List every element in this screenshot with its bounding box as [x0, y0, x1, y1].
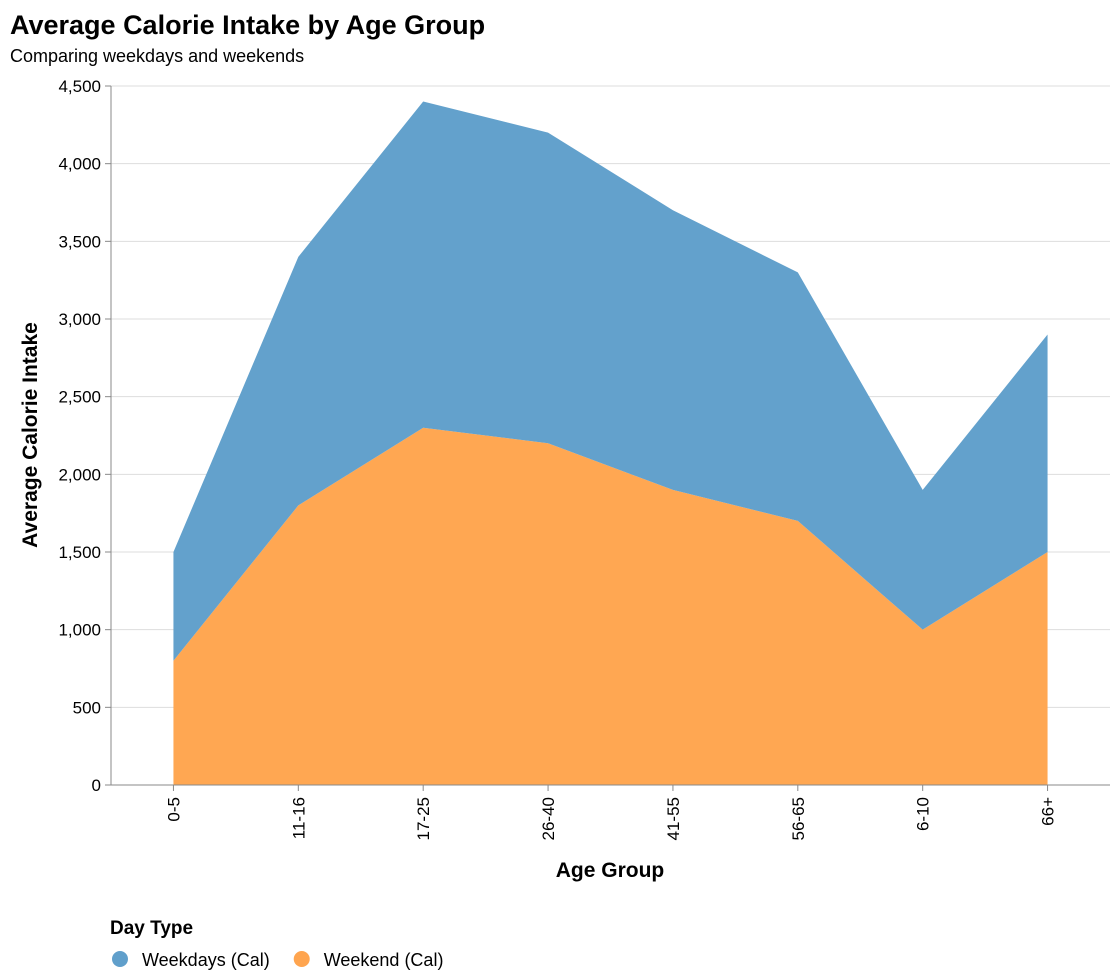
y-tick-label: 1,000 — [58, 621, 101, 640]
y-tick-label: 2,500 — [58, 388, 101, 407]
legend-swatch — [112, 951, 128, 967]
x-tick-label: 0-5 — [164, 797, 183, 822]
y-tick-label: 4,000 — [58, 155, 101, 174]
legend-title: Day Type — [110, 918, 193, 939]
x-tick-label: 56-65 — [789, 797, 808, 840]
legend-label: Weekend (Cal) — [324, 950, 444, 970]
y-tick-label: 0 — [92, 776, 101, 795]
y-tick-label: 2,000 — [58, 465, 101, 484]
legend-label: Weekdays (Cal) — [142, 950, 270, 970]
area-series-layer — [173, 101, 1048, 785]
x-tick-label: 11-16 — [289, 797, 308, 839]
y-tick-label: 4,500 — [58, 77, 101, 96]
x-tick-label: 41-55 — [664, 797, 683, 840]
y-tick-label: 500 — [73, 698, 101, 717]
legend: Day Type Weekdays (Cal) Weekend (Cal) — [110, 918, 443, 970]
x-tick-label: 6-10 — [914, 797, 933, 831]
x-tick-label: 17-25 — [414, 797, 433, 840]
x-tick-label: 66+ — [1039, 797, 1058, 826]
y-axis-title: Average Calorie Intake — [19, 322, 42, 548]
x-tick-label: 26-40 — [539, 797, 558, 840]
y-tick-label: 3,000 — [58, 310, 101, 329]
y-tick-label: 3,500 — [58, 232, 101, 251]
chart-subtitle: Comparing weekdays and weekends — [10, 46, 304, 66]
area-weekdays-cal — [173, 101, 1048, 661]
legend-entries: Weekdays (Cal) Weekend (Cal) — [112, 950, 443, 970]
legend-swatch — [293, 951, 310, 967]
area-weekend-cal — [173, 427, 1048, 785]
axes: 0 500 1,000 1,500 2,000 2,500 3,000 3,500 4,000 4… — [58, 77, 1110, 840]
x-axis-title: Age Group — [556, 859, 665, 882]
chart-title: Average Calorie Intake by Age Group — [10, 10, 485, 40]
y-tick-label: 1,500 — [58, 543, 101, 562]
